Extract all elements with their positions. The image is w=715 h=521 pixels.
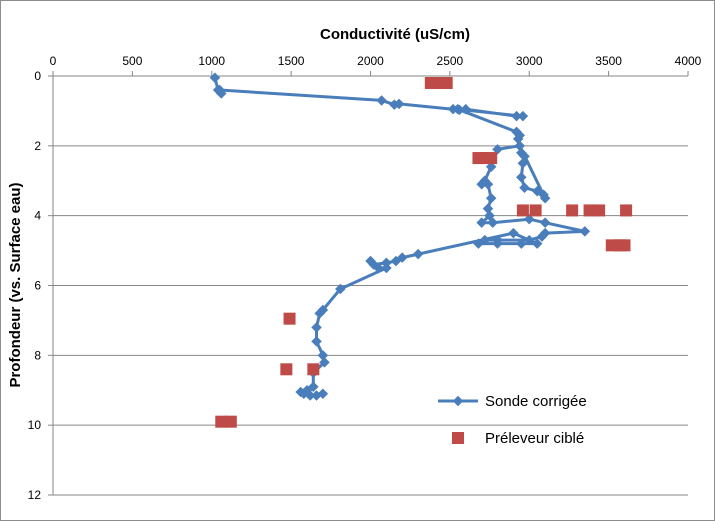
legend-label-sonde: Sonde corrigée [485,393,587,410]
x-tick-label: 3000 [516,54,543,68]
data-point-sonde [517,157,529,169]
data-point-preleveur [280,363,293,376]
data-point-preleveur [516,204,529,217]
data-point-sonde [381,262,392,274]
data-point-sonde [536,231,548,242]
y-tick-label: 0 [34,69,41,83]
data-point-sonde [485,161,497,173]
data-point-sonde [311,336,322,347]
data-point-sonde [319,356,330,368]
x-tick-label: 2500 [437,54,464,68]
data-point-sonde [365,255,376,267]
data-point-sonde [519,182,530,194]
data-point-sonde [314,308,326,319]
data-point-sonde [473,238,484,249]
data-point-sonde [515,171,527,183]
legend-marker-preleveur [452,432,464,444]
data-point-sonde [373,262,384,274]
data-point-sonde [579,226,591,237]
data-point-preleveur [307,363,320,376]
data-point-preleveur [440,76,453,89]
series-sonde-corrigee [209,72,591,401]
data-point-preleveur [566,204,579,217]
legend-label-preleveur: Préleveur ciblé [485,430,584,447]
data-point-sonde [412,248,424,260]
x-tick-label: 1000 [198,54,225,68]
x-tick-label: 4000 [675,54,702,68]
data-point-sonde [487,217,499,229]
data-point-sonde [508,227,519,239]
y-tick-label: 8 [34,348,41,362]
data-point-preleveur [424,76,437,89]
data-point-preleveur [618,239,631,252]
data-point-sonde [492,143,503,155]
data-point-sonde [485,192,497,204]
data-point-sonde [311,322,322,333]
data-point-sonde [214,84,226,96]
data-point-sonde [376,95,387,106]
y-axis-title: Profondeur (vs. Surface eau) [7,182,24,387]
data-point-preleveur [620,204,633,217]
series-marks [209,72,633,428]
data-point-sonde [452,103,464,115]
data-point-sonde [390,255,402,267]
x-axis-title: Conductivité (uS/cm) [320,26,470,43]
gridlines [53,75,688,496]
data-point-sonde [209,72,221,84]
data-point-preleveur [583,204,596,217]
data-point-sonde [317,388,329,400]
data-point-preleveur [224,415,237,428]
y-tick-label: 4 [34,209,41,223]
x-tick-label: 3500 [595,54,622,68]
x-tick-label: 2000 [357,54,384,68]
y-tick-label: 6 [34,279,41,293]
data-point-preleveur [529,204,542,217]
data-point-preleveur [283,312,296,325]
data-point-sonde [523,234,535,246]
y-tick-label: 2 [34,139,41,153]
data-point-preleveur [215,415,228,428]
data-point-sonde [523,213,535,225]
legend: Sonde corrigée Préleveur ciblé [438,393,587,447]
x-tick-label: 0 [50,54,57,68]
y-tick-label: 10 [28,418,42,432]
data-point-preleveur [485,152,498,165]
data-point-sonde [476,217,487,229]
data-point-sonde [334,283,346,295]
series-preleveur-cible [215,76,633,428]
x-tick-label: 500 [122,54,142,68]
axes: 0 500 1000 1500 2000 2500 3000 3500 4000 0 2 4 6 8 10 1… [28,54,702,502]
data-point-sonde [517,110,529,122]
data-point-sonde [393,98,405,110]
data-point-sonde [492,238,503,249]
data-point-sonde [531,238,543,249]
data-point-sonde [514,140,526,152]
data-point-sonde [539,192,551,204]
data-point-sonde [460,103,472,115]
legend-marker-sonde [452,395,464,407]
x-tick-label: 1500 [278,54,305,68]
y-tick-label: 12 [28,488,42,502]
data-point-preleveur [593,204,606,217]
data-point-sonde [482,178,494,190]
data-point-sonde [515,238,527,249]
data-point-sonde [539,217,551,229]
